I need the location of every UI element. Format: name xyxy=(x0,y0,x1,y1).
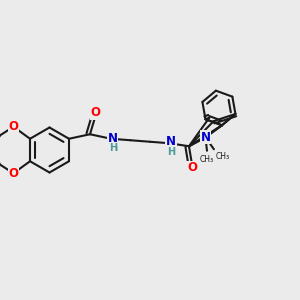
Text: CH₃: CH₃ xyxy=(215,152,230,161)
Text: CH₃: CH₃ xyxy=(200,155,214,164)
Text: O: O xyxy=(8,120,19,133)
Text: O: O xyxy=(8,167,19,180)
Text: N: N xyxy=(166,135,176,148)
Text: H: H xyxy=(167,147,175,157)
Text: H: H xyxy=(167,147,175,157)
Text: H: H xyxy=(109,143,117,153)
Text: O: O xyxy=(187,161,197,174)
Text: O: O xyxy=(90,106,100,119)
Text: H: H xyxy=(109,143,117,153)
Text: N: N xyxy=(108,132,118,145)
Text: O: O xyxy=(187,161,197,174)
Text: N: N xyxy=(200,131,211,144)
Text: N: N xyxy=(200,131,211,144)
Text: O: O xyxy=(8,120,19,133)
Text: O: O xyxy=(8,167,19,180)
Text: O: O xyxy=(90,106,100,119)
Text: N: N xyxy=(108,132,118,145)
Text: N: N xyxy=(200,131,211,144)
Text: N: N xyxy=(166,135,176,148)
